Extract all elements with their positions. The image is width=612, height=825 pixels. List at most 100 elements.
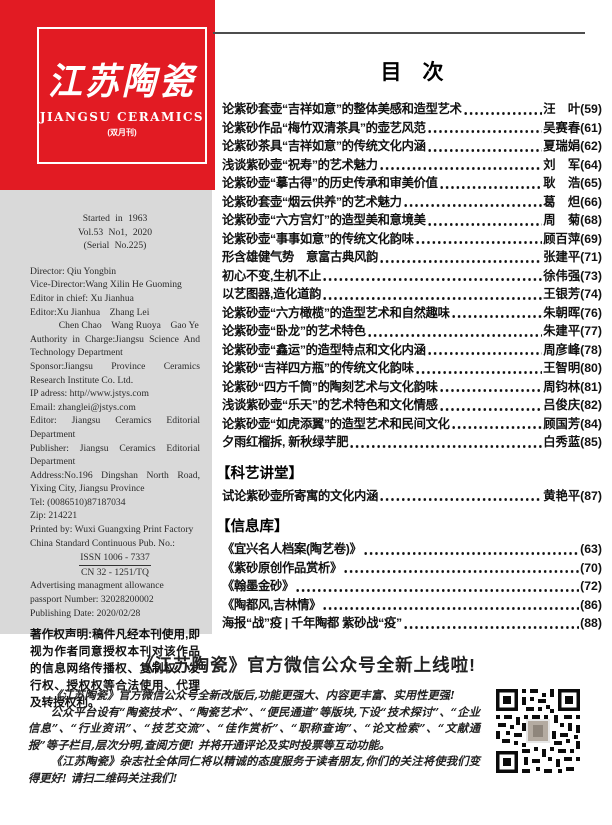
article-title: 论紫砂壶“摹古得”的历史传承和审美价值: [222, 176, 438, 190]
article-title: 夕雨红榴拆, 新秋绿芋肥: [222, 435, 349, 449]
article-title: 《紫砂原创作品赏析》: [222, 560, 342, 575]
toc-entry: 论紫砂作品“梅竹双清茶具”的壶艺风范 吴赛春 (61): [222, 119, 602, 138]
dot-leader: [462, 110, 543, 116]
article-page: (88): [580, 616, 602, 630]
editor-in-chief-line: Editor in chief: Xu Jianhua: [30, 292, 134, 304]
announcement-paragraph-1: 《江苏陶瓷》官方微信公众号全新改版后,功能更强大、内容更丰富、实用性更强!: [50, 688, 455, 702]
toc-entry: 以艺图器,造化道韵 王银芳 (74): [222, 285, 602, 304]
issn-number: ISSN 1006 - 7337: [80, 552, 150, 564]
toc-entry: 《陶都风,吉林情》 (86): [222, 596, 602, 615]
toc-entry: 初心不变,生机不止 徐伟强 (73): [222, 267, 602, 286]
article-author: 顾百萍: [543, 231, 581, 246]
cn-number: CN 32 - 1251/TQ: [79, 564, 151, 578]
article-author: 周钧林: [543, 379, 581, 394]
article-page: (71): [580, 250, 602, 264]
article-title: 论紫砂壶“事事如意”的传统文化韵味: [222, 231, 414, 246]
dot-leader: [426, 129, 543, 134]
article-title: 论紫砂壶“六方橄榄”的造型艺术和自然趣味: [222, 305, 450, 320]
editor-line-2: Chen Chao Wang Ruoya Gao Ye: [30, 320, 199, 332]
article-author: 朱建平: [543, 324, 581, 338]
toc-entry: 论紫砂壶“六方宫灯”的造型美和意境美 周 菊 (68): [222, 211, 602, 230]
toc-entry: 论紫砂壶“事事如意”的传统文化韵味 顾百萍 (69): [222, 230, 602, 249]
article-title: 初心不变,生机不止: [222, 268, 322, 283]
wechat-announcement-title: 《江苏陶瓷》官方微信公众号全新上线啦!: [136, 655, 476, 675]
volume-number: Vol.53 No1, 2020: [77, 226, 153, 238]
article-title: 论紫砂壶“卧龙”的艺术特色: [222, 324, 366, 338]
article-page: (61): [580, 120, 602, 135]
article-title: 试论紫砂壶所寄寓的文化内涵: [222, 488, 378, 503]
article-page: (70): [580, 560, 602, 575]
article-author: 张建平: [543, 250, 581, 264]
dot-leader: [378, 258, 543, 264]
masthead: 江苏陶瓷 JIANGSU CERAMICS (双月刊): [0, 0, 215, 190]
article-page: (84): [580, 416, 602, 431]
article-page: (81): [580, 379, 602, 394]
article-page: (82): [580, 398, 602, 412]
toc-entry: 试论紫砂壶所寄寓的文化内涵 黄艳平 (87): [222, 487, 602, 506]
article-author: 徐伟强: [543, 268, 581, 283]
article-author: 周彦峰: [543, 342, 581, 357]
article-author: 黄艳平: [543, 488, 581, 503]
article-page: (73): [580, 268, 602, 283]
printer-line: Printed by: Wuxi Guangxing Print Factory: [30, 524, 194, 536]
article-author: 顾国芳: [543, 416, 581, 431]
article-title: 论紫砂套壶“吉祥如意”的整体美感和造型艺术: [222, 102, 462, 116]
toc-entry: 论紫砂壶“鑫运”的造型特点和文化内涵 周彦峰 (78): [222, 341, 602, 360]
toc-entry: 《紫砂原创作品赏析》 (70): [222, 559, 602, 578]
toc-entry: 论紫砂“四方千筒”的陶刻艺术与文化韵味 周钧林 (81): [222, 378, 602, 397]
article-page: (87): [580, 488, 602, 503]
article-title: 浅谈紫砂壶“乐天”的艺术特色和文化情感: [222, 398, 438, 412]
article-author: 朱朝晖: [543, 305, 581, 320]
article-page: (65): [580, 176, 602, 190]
table-of-contents: 目 次 论紫砂套壶“吉祥如意”的整体美感和造型艺术 汪 叶 (59) 论紫砂作品“梅…: [216, 56, 602, 633]
dot-leader: [366, 332, 543, 338]
dot-leader: [322, 606, 580, 611]
sponsor-line: Sponsor:Jiangsu Province Ceramics Resear…: [30, 360, 200, 386]
dot-leader: [378, 166, 543, 171]
dot-leader: [414, 369, 543, 375]
header-rule: [213, 32, 585, 34]
magazine-title-chinese: 江苏陶瓷: [48, 60, 196, 104]
article-title: 论紫砂“吉祥四方瓶”的传统文化韵味: [222, 361, 414, 375]
advertising-line: Advertising managment allowance: [30, 580, 164, 592]
toc-entry: 海报“战”疫 | 千年陶都 紫砂战“疫” (88): [222, 614, 602, 633]
article-title: 论紫砂茶具“吉祥如意”的传统文化内涵: [222, 139, 426, 153]
wechat-announcement-text: 《江苏陶瓷》官方微信公众号全新改版后,功能更强大、内容更丰富、实用性更强! 公众…: [28, 687, 480, 787]
dot-leader: [349, 443, 543, 449]
copyright-statement: 著作权声明:稿件凡经本刊使用,即视为作者同意授权本刊对该作品的信息网络传播权、复…: [30, 628, 200, 710]
article-page: (78): [580, 342, 602, 357]
dot-leader: [438, 406, 543, 412]
article-page: (80): [580, 361, 602, 375]
article-page: (63): [580, 542, 602, 556]
dot-leader: [450, 425, 543, 430]
serial-number: (Serial No.225): [83, 240, 147, 252]
toc-entry: 浅谈紫砂壶“祝寿”的艺术魅力 刘 军 (64): [222, 156, 602, 175]
article-author: 周 菊: [543, 213, 581, 227]
article-page: (68): [580, 213, 602, 227]
editor-dept-line: Editor: Jiangsu Ceramics Editorial Depar…: [30, 415, 200, 440]
article-page: (66): [580, 194, 602, 209]
article-author: 吴赛春: [543, 120, 581, 135]
article-author: 王银芳: [543, 287, 581, 301]
article-page: (69): [580, 231, 602, 246]
article-page: (85): [580, 435, 602, 449]
article-title: 论紫砂壶“鑫运”的造型特点和文化内涵: [222, 342, 426, 357]
dot-leader: [294, 587, 580, 593]
toc-entry: 《宜兴名人档案(陶艺卷)》 (63): [222, 540, 602, 559]
article-title: 论紫砂壶“六方宫灯”的造型美和意境美: [222, 213, 426, 227]
dot-leader: [426, 221, 543, 227]
pub-no-line: China Standard Continuous Pub. No.:: [30, 537, 175, 549]
dot-leader: [438, 184, 543, 190]
dot-leader: [322, 277, 543, 282]
dot-leader: [438, 388, 543, 393]
address-line: Address:No.196 Dingshan North Road, Yixi…: [30, 469, 200, 495]
wechat-qr-code: [492, 687, 584, 787]
toc-entry: 形含雄健气势 意富古典风韵 张建平 (71): [222, 248, 602, 267]
announcement-paragraph-3: 《江苏陶瓷》杂志社全体同仁将以精诚的态度服务于读者朋友,你们的关注将使我们变得更…: [28, 754, 480, 785]
dot-leader: [450, 314, 543, 319]
toc-entry: 论紫砂套壶“烟云供养”的艺术魅力 葛 炟 (66): [222, 193, 602, 212]
publication-info-sidebar: Started in 1963 Vol.53 No1, 2020 (Serial…: [0, 190, 212, 709]
article-title: 论紫砂壶“如虎添翼”的造型艺术和民间文化: [222, 416, 450, 431]
article-author: 夏瑞娟: [543, 139, 581, 153]
article-title: 浅谈紫砂壶“祝寿”的艺术魅力: [222, 157, 378, 172]
